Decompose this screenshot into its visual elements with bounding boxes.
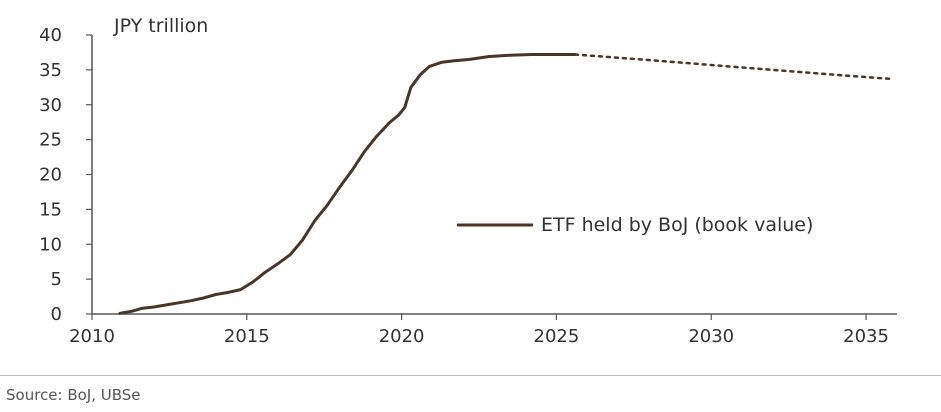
- y-tick-label: 15: [39, 199, 62, 220]
- series-line: [118, 53, 577, 315]
- y-tick-label: 40: [39, 25, 62, 46]
- x-tick-label: 2010: [69, 326, 115, 347]
- projection-line: [573, 53, 893, 81]
- source-note: Source: BoJ, UBSe: [6, 386, 141, 404]
- legend-label: ETF held by BoJ (book value): [541, 214, 813, 236]
- y-tick-label: 25: [39, 130, 62, 151]
- legend: ETF held by BoJ (book value): [457, 214, 813, 236]
- x-tick-label: 2035: [843, 326, 889, 347]
- y-tick-label: 5: [51, 269, 62, 290]
- x-tick-label: 2015: [224, 326, 270, 347]
- source-divider: [0, 375, 941, 376]
- x-tick-label: 2020: [379, 326, 425, 347]
- x-tick-label: 2025: [534, 326, 580, 347]
- y-tick-label: 30: [39, 95, 62, 116]
- y-tick-label: 35: [39, 60, 62, 81]
- y-tick-label: 20: [39, 165, 62, 186]
- x-tick-label: 2030: [688, 326, 734, 347]
- series-lines: [118, 53, 893, 315]
- x-axis-ticks: 2010 2015 2020 2025 2030 2035: [69, 314, 889, 347]
- y-tick-label: 0: [51, 304, 62, 325]
- y-tick-label: 10: [39, 234, 62, 255]
- y-axis-unit-label: JPY trillion: [113, 15, 208, 37]
- y-axis-ticks: 0 5 10 15 20 25 30 35 40: [39, 25, 92, 325]
